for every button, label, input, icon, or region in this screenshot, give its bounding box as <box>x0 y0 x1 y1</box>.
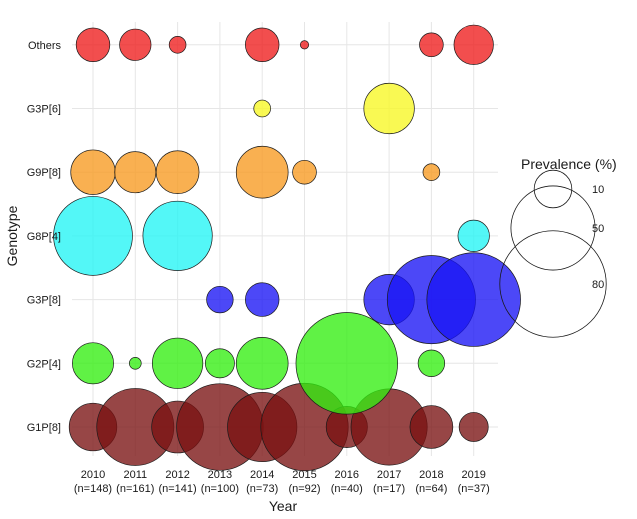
x-tick-year: 2017 <box>377 469 401 481</box>
axis-tick-labels: 2010 (n=148) 2011 (n=161) 2012 (n=141) 2013 (n=… <box>27 40 490 495</box>
y-tick-label: G3P[6] <box>27 104 61 116</box>
x-tick-count: (n=100) <box>201 483 239 495</box>
bubble-g1p8-2019 <box>458 412 489 442</box>
x-tick-count: (n=17) <box>373 483 405 495</box>
bubble-g9p8-2010 <box>70 149 116 195</box>
bubble-g2p4-2016 <box>295 312 398 415</box>
bubble-g9p8-2012 <box>155 150 200 195</box>
bubble-g3p6-2014 <box>253 99 271 118</box>
bubble-others-2019 <box>453 24 494 65</box>
legend-circle-50 <box>510 185 596 271</box>
x-tick-count: (n=64) <box>415 483 447 495</box>
y-tick-label: G1P[8] <box>27 422 61 434</box>
x-tick-count: (n=37) <box>458 483 490 495</box>
bubble-g3p8-2014 <box>245 282 280 317</box>
x-tick-year: 2011 <box>123 469 147 481</box>
legend-label-10: 10 <box>592 184 604 196</box>
bubble-g9p8-2015 <box>292 159 317 185</box>
x-tick-count: (n=141) <box>158 483 196 495</box>
bubble-g2p4-2011 <box>129 356 142 370</box>
y-tick-label: G8P[4] <box>27 231 61 243</box>
legend-label-50: 50 <box>592 223 604 235</box>
bubble-layer <box>53 24 521 472</box>
bubble-others-2014 <box>245 27 280 62</box>
bubble-g8p4-2010 <box>53 196 133 276</box>
bubble-g2p4-2018 <box>417 349 446 377</box>
bubble-g9p8-2011 <box>114 151 157 194</box>
y-tick-label: G2P[4] <box>27 358 61 370</box>
x-tick-count: (n=73) <box>246 483 278 495</box>
x-tick-count: (n=148) <box>74 483 112 495</box>
legend-circle-10 <box>533 169 573 209</box>
x-tick-year: 2019 <box>461 469 485 481</box>
bubble-g2p4-2013 <box>204 348 235 379</box>
bubble-others-2018 <box>419 32 444 58</box>
y-tick-label: G9P[8] <box>27 167 61 179</box>
bubble-g8p4-2012 <box>142 200 213 271</box>
x-tick-year: 2013 <box>208 469 232 481</box>
bubble-g3p6-2017 <box>363 82 415 135</box>
bubble-g2p4-2012 <box>152 337 204 389</box>
x-tick-year: 2014 <box>250 469 274 481</box>
legend-title: Prevalence (%) <box>521 156 617 172</box>
x-tick-year: 2012 <box>165 469 189 481</box>
bubble-g3p8-2019 <box>426 252 521 347</box>
legend-circle-80 <box>499 230 607 338</box>
bubble-others-2010 <box>75 27 111 62</box>
bubble-others-2011 <box>119 28 152 61</box>
legend: Prevalence (%) 10 50 80 <box>499 156 617 338</box>
x-tick-count: (n=161) <box>116 483 154 495</box>
legend-label-80: 80 <box>592 279 604 291</box>
x-tick-year: 2010 <box>81 469 105 481</box>
x-tick-year: 2015 <box>292 469 316 481</box>
bubble-g2p4-2014 <box>235 337 289 390</box>
legend-items: 10 50 80 <box>499 169 607 338</box>
bubble-others-2012 <box>168 36 187 54</box>
y-tick-label: Others <box>28 40 62 52</box>
bubble-g9p8-2014 <box>235 145 289 199</box>
bubble-others-2015 <box>299 40 310 50</box>
x-tick-year: 2016 <box>335 469 359 481</box>
bubble-g3p8-2013 <box>206 285 234 314</box>
bubble-g2p4-2010 <box>72 342 114 385</box>
bubble-g1p8-2018 <box>409 405 454 449</box>
bubble-g8p4-2019 <box>457 219 490 252</box>
x-tick-year: 2018 <box>419 469 443 481</box>
x-axis-title: Year <box>269 498 298 514</box>
x-tick-count: (n=40) <box>331 483 363 495</box>
x-tick-count: (n=92) <box>288 483 320 495</box>
y-axis-title: Genotype <box>4 205 20 266</box>
bubble-g9p8-2018 <box>422 163 441 181</box>
y-tick-label: G3P[8] <box>27 295 61 307</box>
